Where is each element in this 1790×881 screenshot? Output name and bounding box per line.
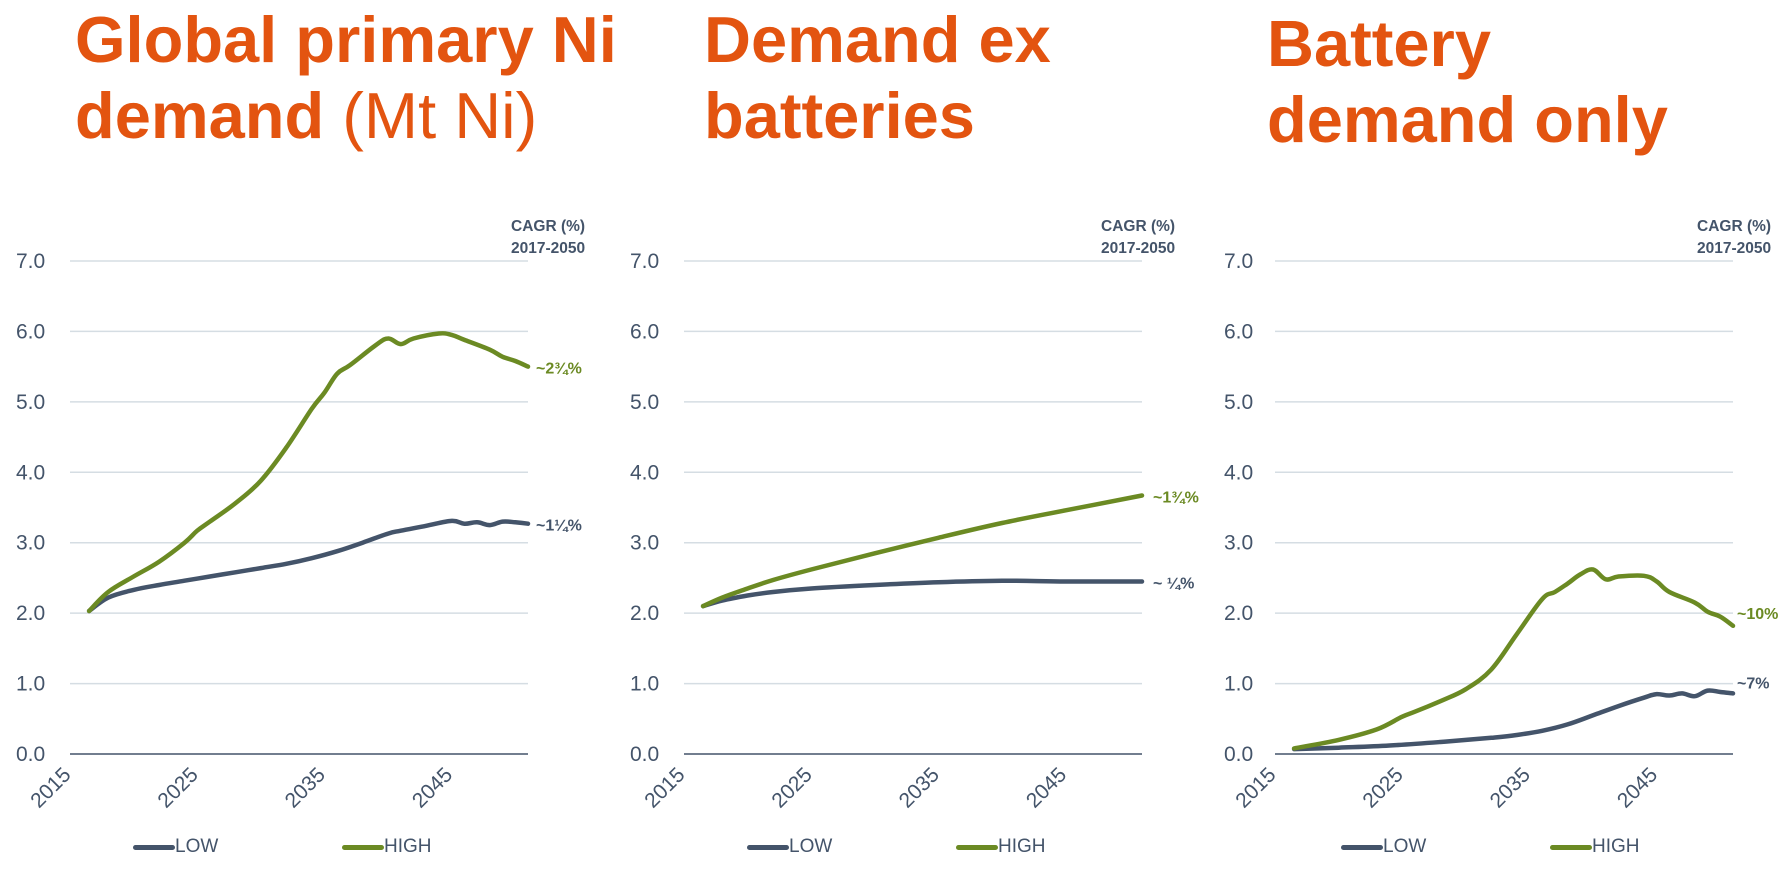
y-tick-label: 5.0 — [1224, 391, 1253, 414]
cagr-label: CAGR (%) — [511, 218, 586, 235]
y-tick-label: 2.0 — [630, 602, 659, 625]
y-tick-label: 4.0 — [1224, 461, 1253, 484]
legend-item-high: HIGH — [1550, 836, 1640, 858]
series-line-high — [700, 493, 1145, 609]
cagr-header: CAGR (%) 2017-2050 — [1101, 216, 1175, 260]
x-tick-label: 2045 — [1022, 763, 1071, 812]
cagr-period: 2017-2050 — [1101, 240, 1176, 257]
y-tick-label: 1.0 — [630, 673, 659, 696]
panel-title: Global primary Ni demand (Mt Ni) — [75, 3, 617, 152]
y-tick-label: 6.0 — [1224, 320, 1253, 343]
y-tick-label: 1.0 — [1224, 673, 1253, 696]
line-chart-battery-demand: 0.0 1.0 2.0 3.0 4.0 5.0 6.0 7.0 2015 2025 2035 2045… — [1224, 250, 1778, 813]
x-tick-label: 2025 — [1358, 763, 1407, 812]
cagr-label: CAGR (%) — [1101, 218, 1176, 235]
legend-swatch-low — [747, 844, 789, 850]
y-tick-label: 2.0 — [1224, 602, 1253, 625]
series-line-low — [86, 518, 531, 614]
panel-demand-ex-batteries: Demand ex batteries CAGR (%) 2017-2050 0… — [614, 0, 1214, 881]
legend-item-low: LOW — [133, 836, 218, 858]
y-tick-label: 6.0 — [630, 320, 659, 343]
end-label-high: ~10% — [1737, 606, 1778, 623]
end-label-low: ~7% — [1737, 675, 1769, 692]
cagr-header: CAGR (%) 2017-2050 — [511, 216, 585, 260]
end-label-low: ~1¼% — [536, 518, 582, 535]
end-label-low: ~ ¼% — [1153, 575, 1194, 592]
line-chart-demand-ex-batteries: 0.0 1.0 2.0 3.0 4.0 5.0 6.0 7.0 2015 2025 2035 2045… — [630, 250, 1199, 813]
y-tick-label: 5.0 — [16, 391, 45, 414]
cagr-period: 2017-2050 — [1697, 240, 1772, 257]
legend-swatch-low — [1341, 844, 1383, 850]
y-tick-label: 4.0 — [16, 461, 45, 484]
cagr-period: 2017-2050 — [511, 240, 586, 257]
y-tick-label: 0.0 — [630, 743, 659, 766]
series-line-high — [86, 331, 531, 614]
series-line-low — [1291, 688, 1736, 752]
y-tick-label: 3.0 — [1224, 532, 1253, 555]
x-tick-label: 2015 — [640, 763, 689, 812]
legend-item-low: LOW — [1341, 836, 1426, 858]
x-tick-label: 2045 — [1613, 763, 1662, 812]
x-tick-label: 2035 — [1486, 763, 1535, 812]
panel-title: Battery demand only — [1267, 7, 1668, 156]
y-tick-label: 1.0 — [16, 673, 45, 696]
y-tick-label: 2.0 — [16, 602, 45, 625]
panel-title: Demand ex batteries — [704, 3, 1051, 152]
panel-title-unit: (Mt Ni) — [342, 79, 538, 152]
end-label-high: ~1¾% — [1153, 490, 1199, 507]
y-tick-label: 3.0 — [630, 532, 659, 555]
x-tick-label: 2015 — [1231, 763, 1280, 812]
x-tick-label: 2035 — [895, 763, 944, 812]
y-tick-label: 0.0 — [16, 743, 45, 766]
x-tick-label: 2025 — [767, 763, 816, 812]
legend-swatch-high — [342, 844, 384, 850]
panel-global-demand: Global primary Ni demand (Mt Ni) CAGR (%… — [0, 0, 617, 881]
legend-item-high: HIGH — [956, 836, 1046, 858]
x-tick-label: 2045 — [408, 763, 457, 812]
legend-swatch-high — [956, 844, 998, 850]
legend-label-high: HIGH — [998, 836, 1046, 857]
y-tick-label: 7.0 — [16, 250, 45, 273]
y-tick-label: 5.0 — [630, 391, 659, 414]
y-tick-label: 3.0 — [16, 532, 45, 555]
legend-label-high: HIGH — [384, 836, 432, 857]
legend-label-low: LOW — [789, 836, 833, 857]
cagr-label: CAGR (%) — [1697, 218, 1772, 235]
x-tick-label: 2025 — [153, 763, 202, 812]
x-tick-label: 2035 — [281, 763, 330, 812]
cagr-header: CAGR (%) 2017-2050 — [1697, 216, 1771, 260]
series-line-low — [700, 578, 1145, 609]
legend-item-low: LOW — [747, 836, 832, 858]
panel-battery-demand: Battery demand only CAGR (%) 2017-2050 0… — [1208, 0, 1790, 881]
y-tick-label: 7.0 — [1224, 250, 1253, 273]
y-tick-label: 7.0 — [630, 250, 659, 273]
legend-label-high: HIGH — [1592, 836, 1640, 857]
legend-swatch-low — [133, 844, 175, 850]
y-tick-label: 0.0 — [1224, 743, 1253, 766]
legend-label-low: LOW — [1383, 836, 1427, 857]
line-chart-global-demand: 0.0 1.0 2.0 3.0 4.0 5.0 6.0 7.0 2015 2025 2035 2045… — [16, 250, 582, 813]
legend-item-high: HIGH — [342, 836, 432, 858]
y-tick-label: 6.0 — [16, 320, 45, 343]
series-line-high — [1291, 567, 1736, 751]
y-tick-label: 4.0 — [630, 461, 659, 484]
legend-swatch-high — [1550, 844, 1592, 850]
end-label-high: ~2¾% — [536, 361, 582, 378]
legend-label-low: LOW — [175, 836, 219, 857]
x-tick-label: 2015 — [26, 763, 75, 812]
